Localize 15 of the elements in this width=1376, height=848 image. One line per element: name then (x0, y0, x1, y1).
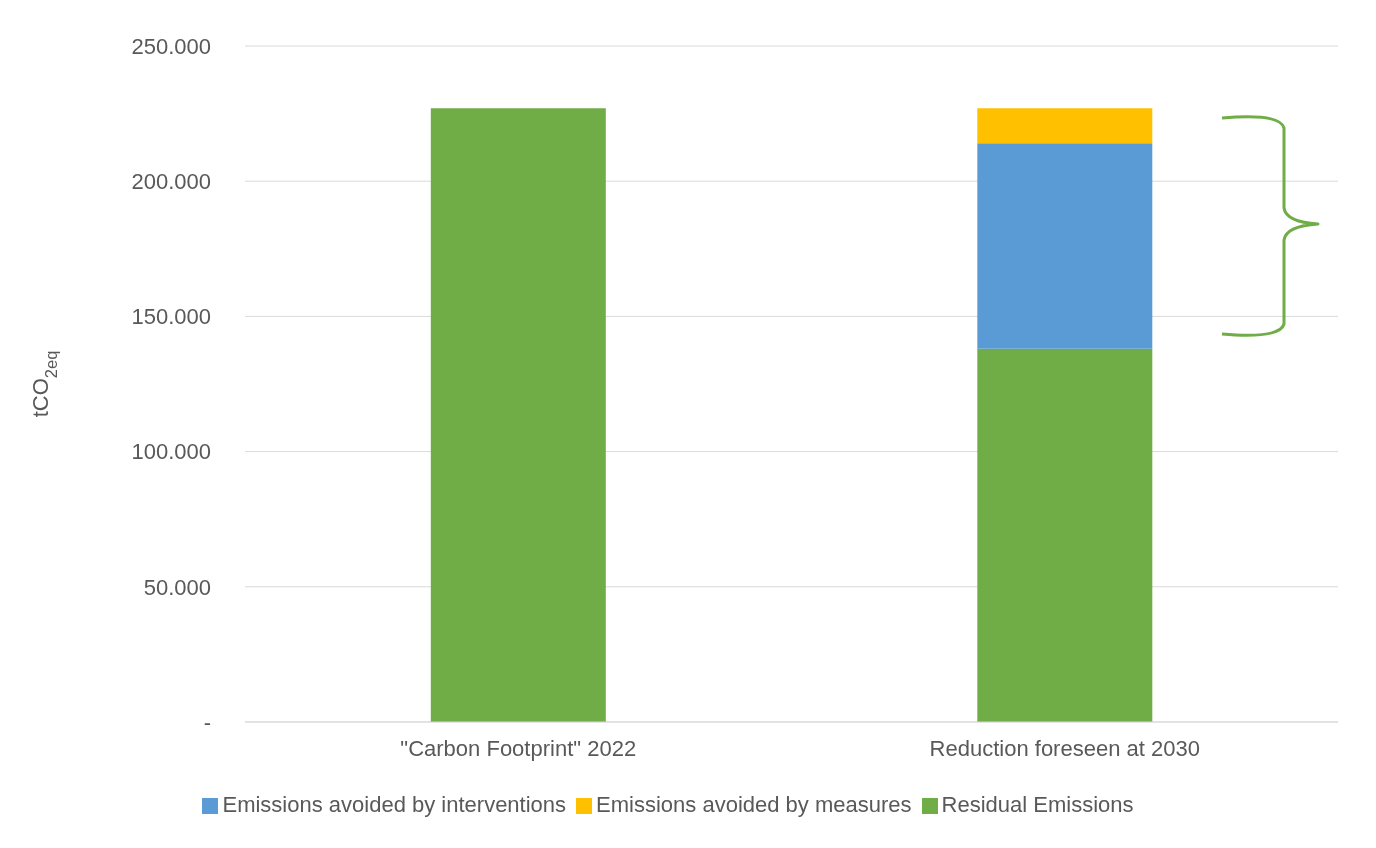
y-tick-label: - (203, 709, 211, 735)
y-tick-label: 200.000 (131, 169, 211, 195)
x-tick-label: "Carbon Footprint" 2022 (400, 735, 637, 761)
legend-label: Emissions avoided by interventions (222, 792, 567, 817)
y-tick-label: 100.000 (131, 439, 211, 465)
bar (977, 143, 1153, 349)
legend-label: Emissions avoided by measures (596, 792, 912, 817)
bar (977, 348, 1153, 722)
x-tick-label: Reduction foreseen at 2030 (929, 735, 1200, 761)
y-tick-label: 50.000 (143, 574, 211, 600)
y-tick-label: 250.000 (131, 33, 211, 59)
bar (977, 108, 1153, 144)
y-tick-label: 150.000 (131, 304, 211, 330)
legend-label: Residual Emissions (941, 792, 1134, 817)
bar (430, 108, 606, 722)
